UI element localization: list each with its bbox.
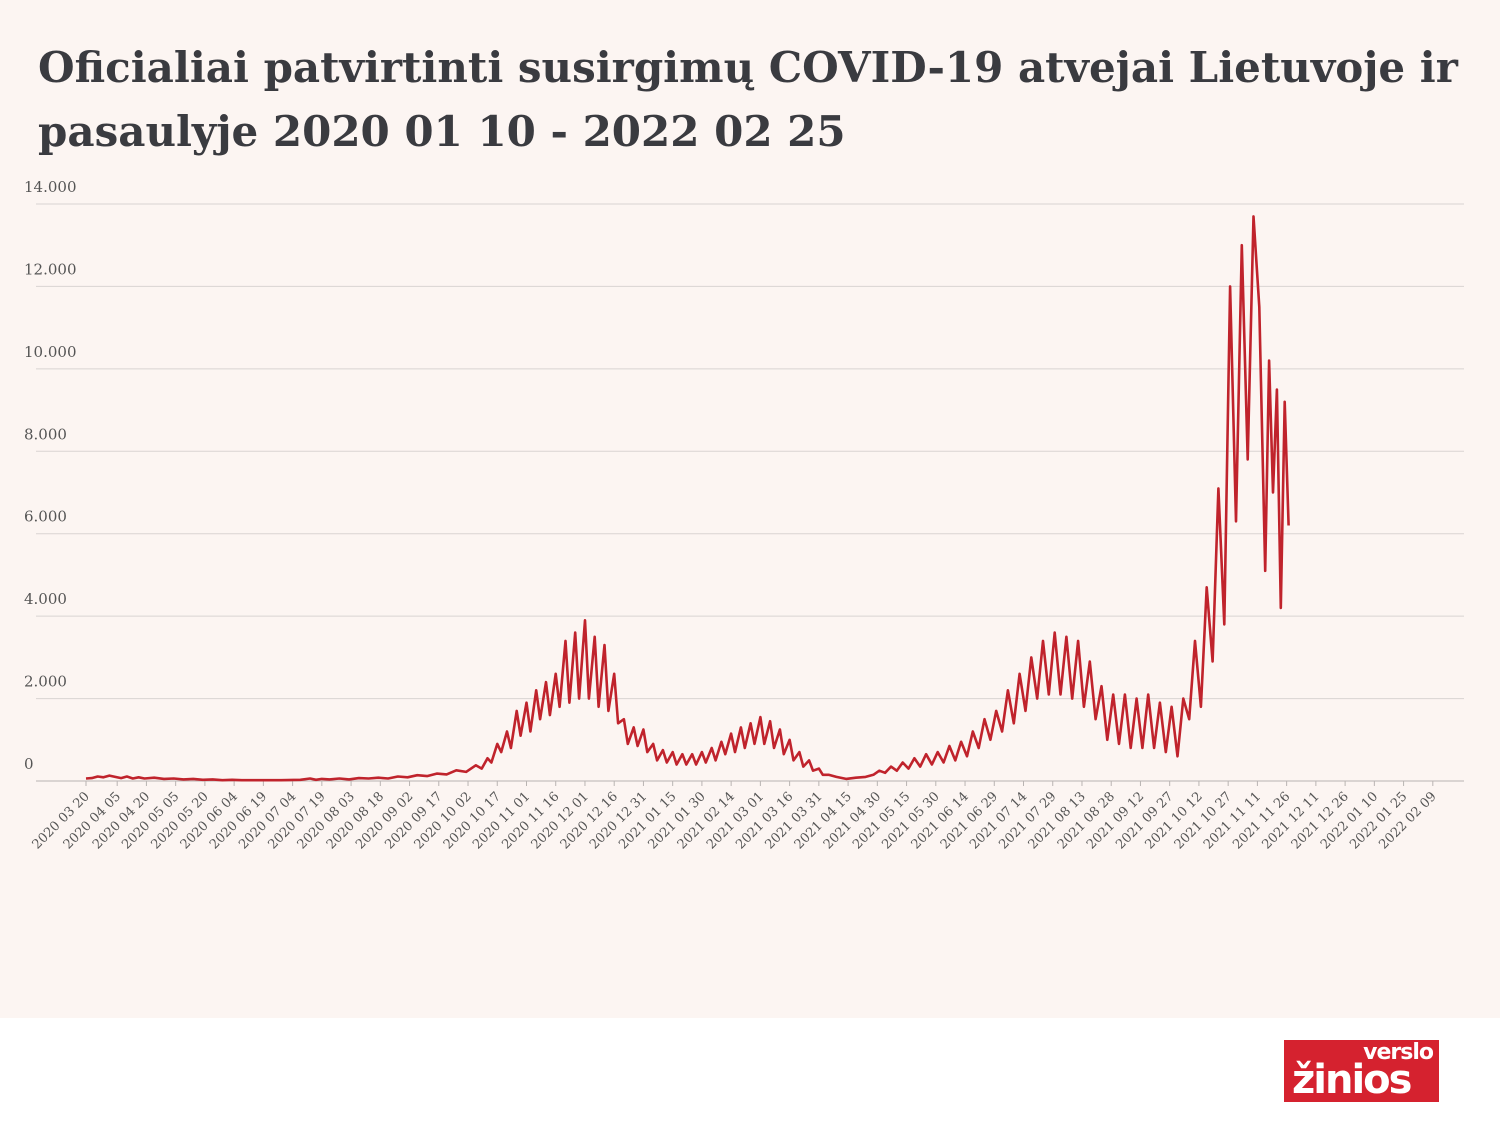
y-tick-label: 14.000 [24, 178, 77, 196]
y-tick-label: 12.000 [24, 260, 77, 278]
y-tick-label: 6.000 [24, 508, 67, 526]
grid-lines [36, 203, 1464, 782]
chart-title: Oficialiai patvirtinti susirgimų COVID-1… [38, 43, 1458, 156]
logo-text-top: verslo [1363, 1040, 1434, 1065]
verslo-zinios-logo: verslo žinios [1284, 1040, 1439, 1102]
y-tick-label: 2.000 [24, 673, 67, 691]
chart-panel: Oficialiai patvirtinti susirgimų COVID-1… [0, 0, 1500, 1018]
series-layer [85, 215, 1290, 782]
logo-text-bottom: žinios [1292, 1057, 1412, 1103]
y-axis: 0 2.000 4.000 6.000 8.000 10.000 12.000 14.000 [24, 178, 77, 773]
y-tick-label: 4.000 [24, 590, 67, 608]
series-line [85, 215, 1290, 782]
y-tick-label: 8.000 [24, 425, 67, 443]
y-tick-label: 0 [24, 755, 34, 773]
y-tick-label: 10.000 [24, 343, 77, 361]
line-chart: 02.0004.0006.0008.00010.00012.00014.000 … [24, 178, 1464, 852]
